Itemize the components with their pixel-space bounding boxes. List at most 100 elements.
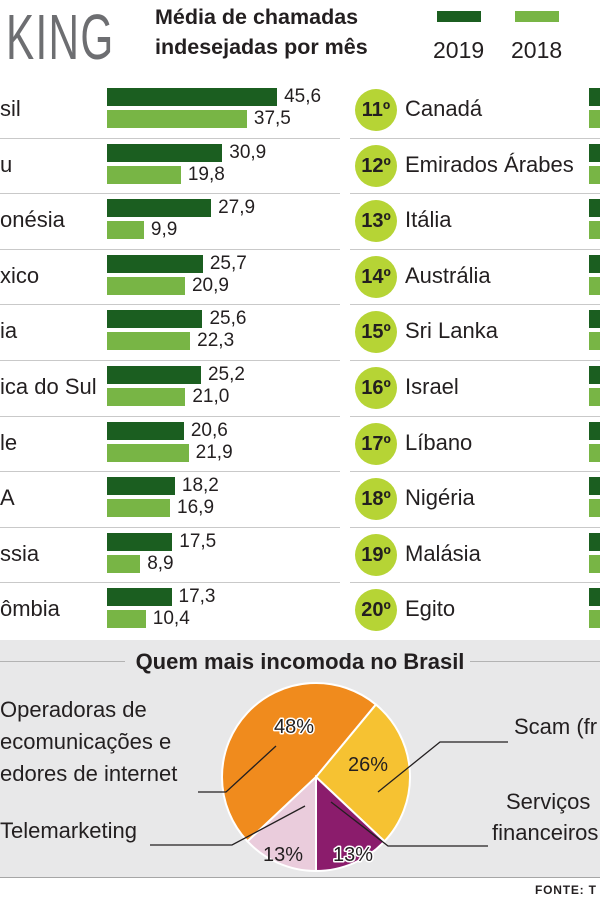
bar-2018 bbox=[107, 443, 189, 462]
country-label: Israel bbox=[405, 374, 459, 399]
value-label-2018: 8,9 bbox=[147, 552, 174, 574]
rank-badge: 13º bbox=[355, 200, 397, 243]
bar-2019 bbox=[107, 88, 278, 106]
country-label: A bbox=[0, 485, 15, 511]
bar-2018-cropped bbox=[589, 165, 600, 184]
rank-label: 20º bbox=[361, 599, 391, 622]
title-rule-left bbox=[0, 661, 125, 662]
leader-line-operadoras bbox=[198, 745, 277, 793]
country-label: le bbox=[0, 429, 18, 455]
value-label-2018: 19,8 bbox=[187, 163, 225, 185]
bar-2018-cropped bbox=[589, 610, 600, 629]
row-divider bbox=[0, 248, 340, 250]
rank-label: 16º bbox=[361, 377, 391, 399]
pie-percent-label: 13% bbox=[333, 844, 373, 866]
title-rule-right bbox=[470, 661, 600, 662]
bar-2019-cropped bbox=[589, 366, 600, 384]
pie-percent-label: 48% bbox=[274, 716, 314, 738]
pie-label-line: edores de internet bbox=[0, 761, 178, 786]
bar-2019 bbox=[107, 310, 203, 329]
value-label-2018: 9,9 bbox=[150, 219, 178, 241]
bar-2018 bbox=[107, 276, 185, 295]
pie-title: Quem mais incomoda no Brasil bbox=[135, 649, 465, 674]
value-label-2019: 30,9 bbox=[229, 141, 267, 163]
pie-slice bbox=[314, 703, 411, 843]
bar-2019-cropped bbox=[589, 532, 600, 551]
bar-2018 bbox=[107, 499, 171, 518]
pie-percent-labels: 48% 26% 13% 13% bbox=[263, 715, 388, 868]
pie-label-line: ecomunicações e bbox=[0, 729, 172, 754]
chart-title-line-1: Média de chamadas bbox=[155, 5, 359, 29]
country-label: onésia bbox=[0, 207, 65, 233]
bar-2018-cropped bbox=[589, 443, 600, 462]
value-label-2018: 37,5 bbox=[253, 108, 291, 129]
row-divider bbox=[350, 248, 600, 250]
country-label: Itália bbox=[405, 207, 452, 233]
chart-title: Média de chamadas indesejadas por mês bbox=[155, 2, 368, 62]
bar-2018 bbox=[107, 388, 186, 406]
rank-label: 13º bbox=[361, 210, 391, 233]
pie-label-telemarketing: Telemarketing bbox=[0, 818, 137, 843]
bar-2018 bbox=[107, 332, 191, 351]
leader-line-telemarketing bbox=[150, 805, 306, 846]
bar-2019-cropped bbox=[589, 254, 600, 273]
country-label: Nigéria bbox=[405, 485, 475, 511]
row-divider bbox=[350, 582, 600, 584]
source-note: FONTE: T bbox=[535, 883, 597, 897]
country-label: Malásia bbox=[405, 540, 481, 566]
pie-slice bbox=[315, 774, 386, 873]
rank-label: 14º bbox=[361, 265, 391, 288]
row-divider bbox=[350, 360, 600, 361]
bar-2019-cropped bbox=[589, 421, 600, 440]
value-label-2019: 25,6 bbox=[209, 308, 247, 330]
legend-label-2018: 2018 bbox=[511, 37, 563, 63]
legend-swatch-2018 bbox=[515, 11, 559, 22]
pie-slice bbox=[220, 682, 378, 843]
bar-2019 bbox=[107, 532, 173, 551]
legend-swatch-2019 bbox=[437, 11, 481, 22]
country-label: xico bbox=[0, 262, 40, 288]
value-label-2019: 25,7 bbox=[209, 252, 247, 274]
row-divider bbox=[0, 582, 340, 584]
value-label-2018: 22,3 bbox=[197, 330, 235, 352]
bar-2018 bbox=[107, 554, 141, 573]
country-label: ssia bbox=[0, 540, 40, 566]
bar-2018-cropped bbox=[589, 276, 600, 295]
value-label-2018: 16,9 bbox=[177, 497, 215, 519]
bar-2018 bbox=[107, 110, 247, 128]
row-divider bbox=[0, 193, 340, 195]
bar-2018 bbox=[107, 165, 181, 184]
rank-badge: 17º bbox=[355, 422, 397, 465]
rank-badge: 20º bbox=[355, 589, 397, 632]
value-label-2019: 17,3 bbox=[178, 586, 216, 608]
value-label-2019: 18,2 bbox=[181, 475, 219, 497]
ranking-bar-chart: sil 45,6 37,5 u 30,9 19,8 onésia 27,9 9,9 xico 25,… bbox=[0, 87, 600, 632]
value-label-2018: 10,4 bbox=[152, 608, 190, 630]
rank-label: 12º bbox=[361, 154, 391, 177]
bar-2019-cropped bbox=[589, 143, 600, 162]
pie-slices bbox=[220, 682, 411, 873]
legend-label-2019: 2019 bbox=[433, 37, 485, 63]
row-divider bbox=[350, 137, 600, 139]
pie-percent-label: 26% bbox=[348, 754, 388, 776]
rank-badge: 19º bbox=[355, 533, 397, 576]
country-label: Líbano bbox=[405, 429, 473, 455]
rank-label: 18º bbox=[361, 488, 391, 511]
row-divider bbox=[350, 526, 600, 528]
value-label-2019: 17,5 bbox=[179, 530, 217, 552]
country-label: ômbia bbox=[0, 596, 60, 622]
row-divider bbox=[0, 415, 340, 417]
rank-label: 11º bbox=[361, 99, 391, 121]
bar-2018-cropped bbox=[589, 499, 600, 518]
bar-2018-cropped bbox=[589, 388, 600, 406]
row-divider bbox=[0, 471, 340, 473]
rank-label: 15º bbox=[361, 321, 391, 344]
value-label-2019: 27,9 bbox=[218, 197, 256, 219]
bar-2019-cropped bbox=[589, 310, 600, 329]
country-label: Emirados Árabes bbox=[405, 151, 574, 177]
rank-badge: 15º bbox=[355, 311, 397, 354]
chart-title-line-2: indesejadas por mês bbox=[155, 35, 368, 59]
row-divider bbox=[0, 304, 340, 306]
value-label-2019: 25,2 bbox=[207, 364, 245, 385]
pie-label-servicos: Serviços bbox=[506, 789, 591, 814]
